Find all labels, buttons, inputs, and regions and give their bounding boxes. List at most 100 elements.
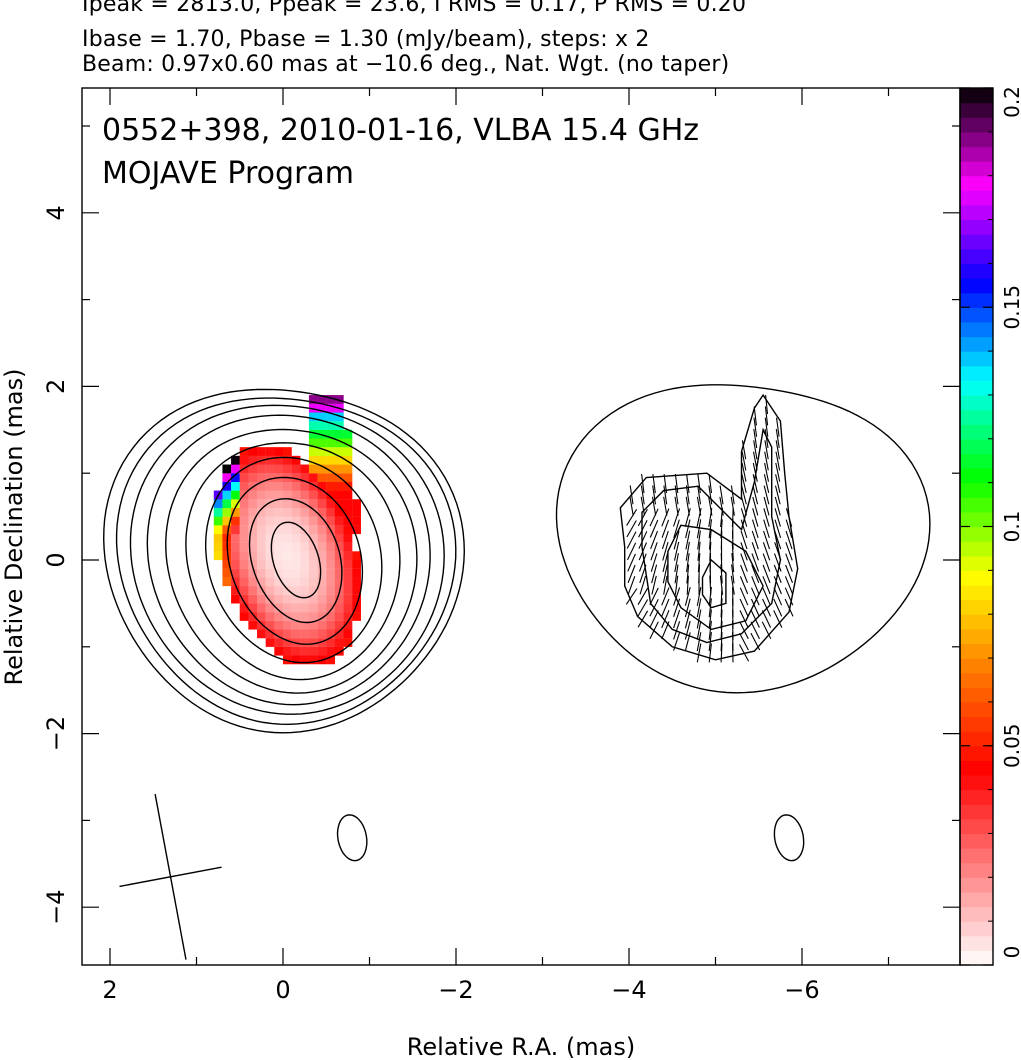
pol-pixel (343, 551, 353, 561)
pol-pixel (334, 516, 344, 526)
evpa-tick (697, 485, 702, 505)
pol-pixel (317, 447, 327, 456)
pol-pixel (222, 464, 232, 474)
colorbar-tick-label: 0.2 (1000, 86, 1021, 118)
evpa-tick (684, 587, 691, 606)
pol-pixel (334, 577, 344, 587)
pol-pixel (222, 551, 232, 561)
pol-pixel (317, 412, 327, 422)
pol-pixel (248, 464, 258, 474)
pol-pixel (257, 464, 266, 474)
evpa-tick (762, 576, 771, 595)
evpa-tick (762, 564, 771, 583)
pol-pixel (326, 438, 336, 448)
evpa-tick (685, 485, 690, 505)
evpa-tick (763, 496, 770, 516)
pol-pixel (308, 577, 318, 587)
pol-pixel (291, 455, 301, 465)
pol-pixel (308, 568, 318, 578)
pol-pixel (343, 638, 353, 647)
stokes-i-contour (165, 428, 418, 694)
pol-pixel (352, 603, 361, 613)
pol-pixel (317, 603, 327, 613)
pol-pixel (317, 429, 327, 439)
evpa-tick (751, 576, 760, 595)
pol-pixel (291, 533, 301, 543)
pol-pixel (291, 516, 301, 526)
evpa-tick (764, 440, 769, 460)
pol-pixel (343, 507, 353, 517)
pol-pixel (300, 655, 310, 665)
pol-pixel (343, 577, 353, 587)
pol-pixel (334, 533, 344, 543)
evpa-tick (639, 564, 647, 584)
pol-pixel (239, 499, 249, 509)
pol-pixel (291, 603, 301, 613)
pol-pixel (343, 447, 353, 456)
colorbar-segment (960, 526, 993, 542)
pol-pixel (326, 507, 336, 517)
pol-pixel (282, 603, 292, 613)
evpa-tick (751, 553, 760, 572)
pol-pixel (300, 586, 310, 595)
pol-pixel (326, 603, 336, 613)
pol-pixel (334, 559, 344, 569)
pol-pixel (326, 464, 336, 474)
colorbar-segment (960, 248, 993, 264)
pol-pixel (231, 490, 240, 500)
pol-pixel (291, 646, 301, 656)
evpa-tick (640, 485, 645, 505)
pol-pixel (282, 499, 292, 509)
pol-pixel (231, 464, 240, 474)
evpa-tick (627, 564, 636, 584)
pol-pixel (317, 438, 327, 448)
pol-pixel (222, 568, 232, 578)
y-tick-label: −4 (42, 890, 70, 925)
pol-pixel (308, 447, 318, 456)
pol-pixel (343, 481, 353, 491)
colorbar-segment (960, 351, 993, 367)
evpa-tick (741, 440, 747, 460)
pol-pixel (352, 612, 361, 621)
stokes-i-contour (270, 521, 322, 599)
pol-pixel (213, 525, 223, 535)
evpa-tick (673, 519, 680, 539)
evpa-tick (696, 519, 702, 539)
evpa-tick (708, 620, 712, 640)
pol-pixel (231, 542, 240, 552)
pol-pixel (300, 473, 310, 482)
pol-pixel (282, 525, 292, 535)
pol-pixel (317, 464, 327, 474)
pol-pixel (248, 447, 258, 456)
colorbar: 0 0.05 0.1 0.15 0.2 (960, 86, 1021, 966)
pol-pixel (265, 542, 275, 552)
pol-pixel (308, 542, 318, 552)
colorbar-segment (960, 760, 993, 776)
colorbar-segment (960, 102, 993, 118)
colorbar-segment (960, 468, 993, 484)
pol-pixel (231, 568, 240, 578)
evpa-tick (652, 474, 656, 494)
evpa-tick (638, 553, 647, 572)
pol-pixel (213, 551, 223, 561)
pol-pixel (343, 473, 353, 482)
pol-pixel (248, 533, 258, 543)
stokes-i-contour (146, 414, 431, 706)
evpa-tick (740, 530, 748, 550)
pol-pixel (300, 603, 310, 613)
evpa-tick (740, 553, 748, 572)
pol-pixel (248, 490, 258, 500)
pol-pixel (274, 525, 284, 535)
evpa-tick (629, 496, 634, 516)
pol-pixel (326, 429, 336, 439)
pol-pixel (334, 412, 344, 422)
evpa-tick (751, 519, 759, 539)
pol-pixel (239, 594, 249, 604)
colorbar-segment (960, 584, 993, 601)
evpa-tick (763, 519, 770, 539)
pol-pixel (231, 577, 240, 587)
evpa-tick (773, 564, 782, 583)
pol-pixel (334, 525, 344, 535)
evpa-tick (696, 632, 702, 652)
pol-pixel (326, 455, 336, 465)
